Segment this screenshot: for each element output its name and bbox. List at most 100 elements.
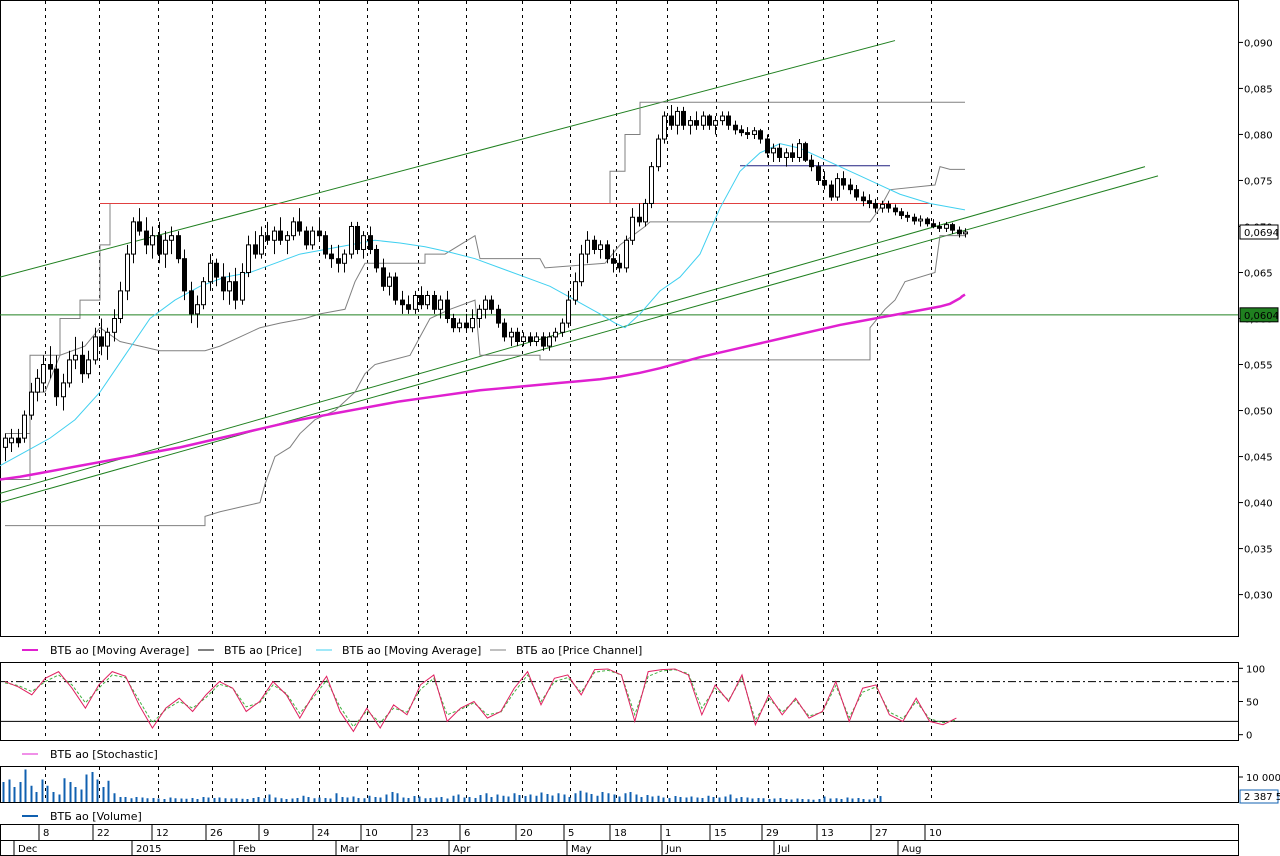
x-day-label: 26 — [210, 828, 223, 839]
price-series — [0, 40, 1238, 527]
candle-body — [585, 239, 590, 255]
candle-body — [707, 115, 712, 126]
candle-body — [297, 221, 302, 232]
candle-body — [67, 359, 72, 384]
candle-body — [355, 225, 360, 250]
candle-body — [240, 271, 245, 301]
price-channel-lower — [5, 235, 965, 527]
candle-body — [445, 299, 450, 320]
candle-body — [214, 262, 219, 278]
candle-body — [790, 152, 795, 158]
candle-body — [745, 132, 750, 135]
x-month-label: May — [571, 844, 592, 855]
price-channel-mid — [5, 166, 965, 481]
candle-body — [758, 130, 763, 140]
price-legend: ВТБ ао [Moving Average] ВТБ ао [Price] В… — [22, 644, 642, 657]
candle-body — [323, 235, 328, 255]
candle-body — [912, 216, 917, 222]
candle-body — [873, 202, 878, 209]
candle-body — [3, 437, 8, 448]
candle-body — [61, 382, 66, 398]
candle-body — [669, 115, 674, 126]
candle-body — [534, 336, 539, 343]
candle-body — [547, 336, 552, 347]
candle-body — [656, 138, 661, 168]
candle-body — [29, 391, 34, 416]
candle-body — [918, 218, 923, 222]
price-panel-frame — [0, 0, 1239, 637]
candle-body — [182, 258, 187, 292]
y-tick-label: 0,035 — [1244, 545, 1273, 556]
candle-body — [880, 203, 885, 209]
candle-body — [221, 276, 226, 292]
candle-body — [387, 276, 392, 287]
candle-body — [822, 179, 827, 186]
candle-body — [336, 258, 341, 264]
x-day-label: 12 — [156, 828, 169, 839]
candle-body — [509, 331, 514, 338]
candle-body — [125, 253, 130, 292]
candle-body — [605, 244, 610, 260]
candle-body — [304, 230, 309, 246]
y-tick-label: 0,075 — [1244, 176, 1273, 187]
candle-body — [137, 221, 142, 232]
candle-body — [259, 235, 264, 255]
candle-body — [861, 196, 866, 202]
candle-body — [566, 299, 571, 324]
candle-body — [771, 147, 776, 154]
candle-body — [425, 294, 430, 306]
candle-body — [662, 115, 667, 140]
candle-body — [381, 267, 386, 287]
candle-body — [477, 308, 482, 319]
candle-body — [457, 322, 462, 329]
candle-body — [809, 159, 814, 168]
candle-body — [617, 262, 622, 269]
candle-body — [931, 223, 936, 227]
candle-body — [713, 120, 718, 126]
candle-body — [835, 178, 840, 198]
x-month-label: Jul — [777, 844, 790, 855]
x-day-label: 23 — [416, 828, 429, 839]
candle-body — [317, 230, 322, 237]
legend-volume: ВТБ ао [Volume] — [50, 810, 142, 823]
candle-body — [201, 281, 206, 306]
x-day-label: 10 — [929, 828, 942, 839]
candle-body — [93, 336, 98, 361]
x-month-label: Mar — [340, 844, 360, 855]
candle-body — [438, 299, 443, 310]
legend-ma-short: ВТБ ао [Moving Average] — [342, 644, 481, 657]
y-tick-label: 0,080 — [1244, 130, 1273, 141]
candle-body — [752, 130, 757, 135]
candle-body — [342, 253, 347, 264]
candle-body — [573, 281, 578, 301]
legend-ma-long: ВТБ ао [Moving Average] — [50, 644, 189, 657]
candle-body — [272, 230, 277, 241]
candle-body — [361, 235, 366, 250]
x-day-label: 22 — [97, 828, 110, 839]
candle-body — [560, 322, 565, 333]
x-month-label: Apr — [453, 844, 471, 855]
candle-body — [521, 336, 526, 343]
candle-body — [829, 184, 834, 198]
candle-body — [80, 354, 85, 375]
volume-series — [2, 769, 882, 802]
candle-body — [278, 230, 283, 241]
candle-body — [253, 244, 258, 255]
candle-body — [528, 336, 533, 343]
y-tick-label: 0,030 — [1244, 591, 1273, 602]
x-month-label: Feb — [238, 844, 256, 855]
candle-body — [726, 115, 731, 126]
candle-body — [118, 290, 123, 319]
legend-price: ВТБ ао [Price] — [224, 644, 302, 657]
candle-body — [694, 120, 699, 126]
candle-body — [611, 258, 616, 264]
y-tick-label: 0,065 — [1244, 268, 1273, 279]
candle-body — [41, 364, 46, 384]
candle-body — [144, 230, 149, 246]
candle-body — [630, 216, 635, 241]
candle-body — [867, 200, 872, 204]
stoch-y-tick-label: 100 — [1246, 664, 1265, 675]
y-tick-label: 0,085 — [1244, 84, 1273, 95]
candle-body — [649, 166, 654, 204]
